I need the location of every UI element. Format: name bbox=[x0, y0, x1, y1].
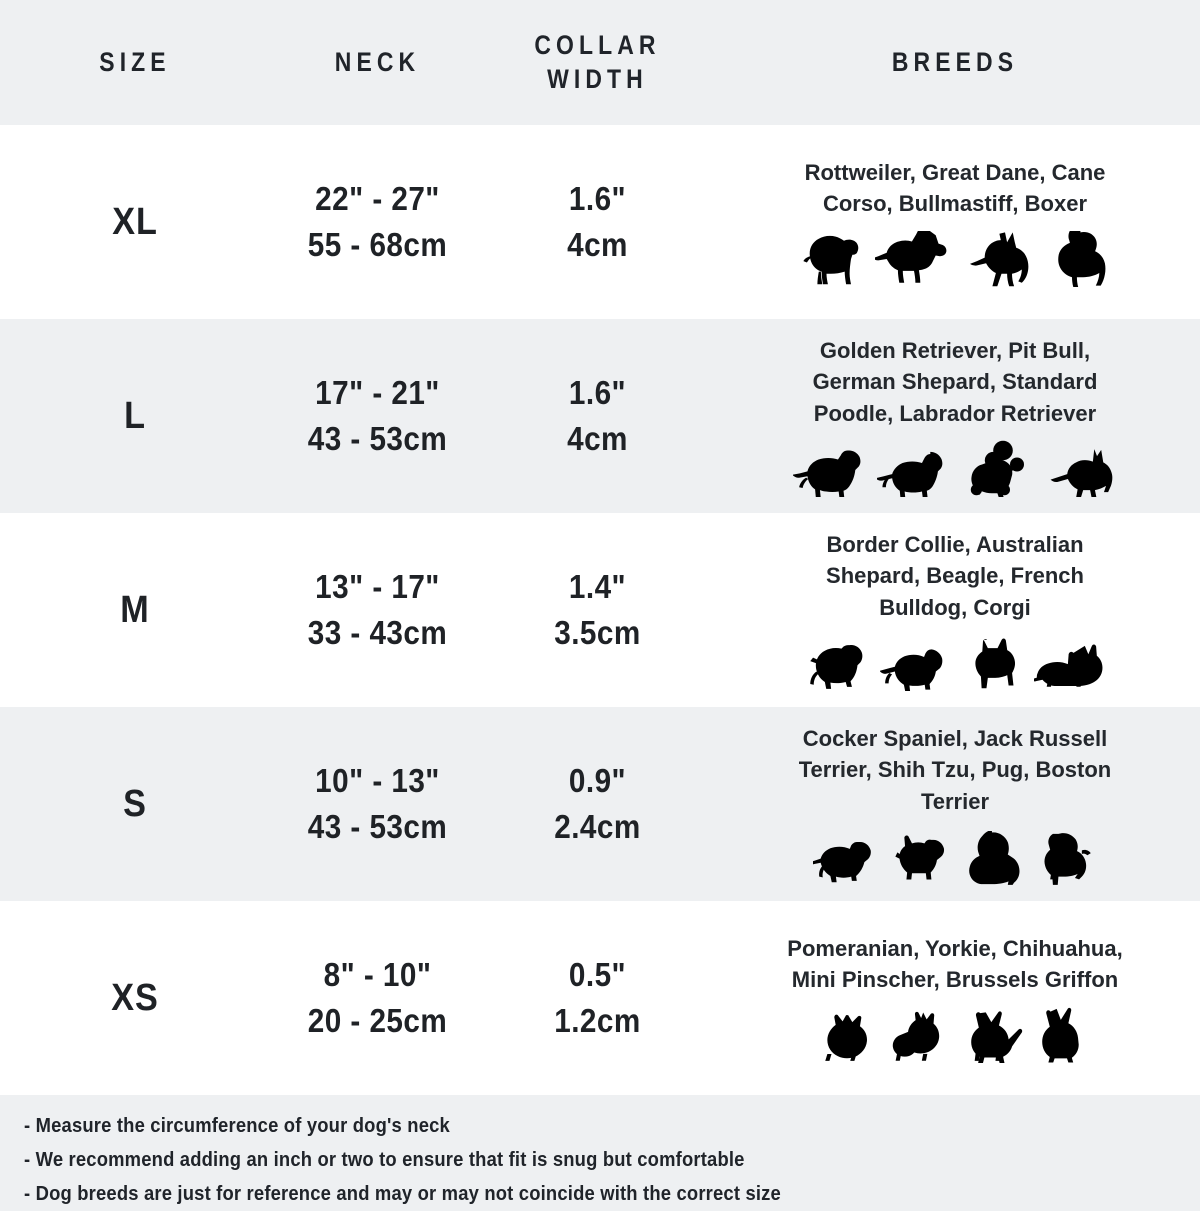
column-header-breeds: BREEDS bbox=[891, 46, 1019, 77]
neck-inches: 22" - 27" bbox=[315, 180, 440, 218]
beagle-icon bbox=[880, 649, 943, 691]
great-dane-icon bbox=[875, 231, 947, 284]
size-label: XL bbox=[112, 200, 158, 243]
breed-silhouettes bbox=[793, 437, 1117, 497]
neck-inches: 17" - 21" bbox=[315, 374, 440, 412]
column-header-size: SIZE bbox=[99, 46, 171, 77]
collar-width-measurement: 1.4" 3.5cm bbox=[496, 564, 699, 655]
size-label: S bbox=[123, 782, 147, 825]
neck-measurement: 10" - 13" 43 - 53cm bbox=[281, 758, 475, 849]
breeds-cell: Rottweiler, Great Dane, Cane Corso, Bull… bbox=[710, 157, 1200, 288]
yorkie-icon bbox=[892, 1012, 940, 1062]
breeds-list: Border Collie, Australian Shepard, Beagl… bbox=[826, 532, 1084, 620]
breed-silhouettes bbox=[813, 825, 1097, 885]
jack-russell-icon bbox=[895, 835, 945, 880]
breeds-list: Rottweiler, Great Dane, Cane Corso, Bull… bbox=[804, 159, 1106, 216]
german-shepherd-icon bbox=[1050, 449, 1113, 497]
table-row: XS 8" - 10" 20 - 25cm 0.5" 1.2cm Pomeran… bbox=[0, 901, 1200, 1095]
neck-inches: 13" - 17" bbox=[315, 568, 440, 606]
border-collie-icon bbox=[810, 644, 863, 689]
table-row: S 10" - 13" 43 - 53cm 0.9" 2.4cm Cocker … bbox=[0, 707, 1200, 901]
collar-cm: 2.4cm bbox=[554, 808, 641, 845]
footnote-item: - We recommend adding an inch or two to … bbox=[24, 1149, 745, 1171]
footnote-item: - Measure the circumference of your dog'… bbox=[24, 1115, 450, 1137]
breeds-cell: Golden Retriever, Pit Bull, German Shepa… bbox=[710, 335, 1200, 497]
corgi-icon bbox=[1034, 644, 1103, 687]
neck-measurement: 13" - 17" 33 - 43cm bbox=[281, 564, 475, 655]
table-row: M 13" - 17" 33 - 43cm 1.4" 3.5cm Border … bbox=[0, 513, 1200, 707]
neck-measurement: 22" - 27" 55 - 68cm bbox=[281, 176, 475, 267]
column-header-collar-width: COLLAR WIDTH bbox=[502, 29, 693, 97]
size-label: M bbox=[120, 588, 150, 631]
table-header-row: SIZE NECK COLLAR WIDTH BREEDS bbox=[0, 0, 1200, 125]
collar-width-line-1: COLLAR bbox=[534, 29, 661, 60]
collar-width-measurement: 0.5" 1.2cm bbox=[496, 952, 699, 1043]
labrador-icon bbox=[877, 451, 943, 497]
table-row: L 17" - 21" 43 - 53cm 1.6" 4cm Golden Re… bbox=[0, 319, 1200, 513]
collar-width-measurement: 1.6" 4cm bbox=[496, 176, 699, 267]
breeds-list: Cocker Spaniel, Jack Russell Terrier, Sh… bbox=[798, 726, 1112, 814]
neck-cm: 43 - 53cm bbox=[307, 420, 448, 457]
breeds-list: Pomeranian, Yorkie, Chihuahua, Mini Pins… bbox=[787, 935, 1123, 992]
collar-width-line-2: WIDTH bbox=[547, 63, 648, 94]
golden-retriever-icon bbox=[793, 450, 861, 497]
neck-measurement: 17" - 21" 43 - 53cm bbox=[281, 370, 475, 461]
collar-inches: 0.5" bbox=[568, 956, 627, 994]
size-label: XS bbox=[111, 976, 159, 1019]
collar-inches: 1.6" bbox=[568, 374, 627, 412]
neck-inches: 8" - 10" bbox=[323, 956, 432, 994]
breeds-list: Golden Retriever, Pit Bull, German Shepa… bbox=[812, 338, 1098, 426]
french-bulldog-icon bbox=[975, 638, 1016, 689]
collar-cm: 1.2cm bbox=[554, 1002, 641, 1039]
collar-width-measurement: 0.9" 2.4cm bbox=[496, 758, 699, 849]
pomeranian-icon bbox=[825, 1014, 867, 1062]
table-row: XL 22" - 27" 55 - 68cm 1.6" 4cm Rottweil… bbox=[0, 125, 1200, 319]
breeds-cell: Cocker Spaniel, Jack Russell Terrier, Sh… bbox=[710, 723, 1200, 885]
neck-cm: 43 - 53cm bbox=[307, 808, 448, 845]
neck-cm: 20 - 25cm bbox=[307, 1002, 448, 1039]
footnote-item: - Dog breeds are just for reference and … bbox=[24, 1183, 781, 1205]
cocker-spaniel-icon bbox=[813, 841, 871, 883]
chihuahua-icon bbox=[971, 1011, 1023, 1064]
collar-cm: 4cm bbox=[567, 420, 628, 457]
neck-cm: 55 - 68cm bbox=[307, 226, 448, 263]
poodle-icon bbox=[970, 440, 1024, 497]
column-header-neck: NECK bbox=[334, 46, 421, 77]
rottweiler-icon bbox=[803, 236, 859, 285]
neck-cm: 33 - 43cm bbox=[307, 614, 448, 651]
doberman-icon bbox=[970, 232, 1029, 287]
collar-inches: 1.4" bbox=[568, 568, 627, 606]
collar-inches: 1.6" bbox=[568, 180, 627, 218]
breed-silhouettes bbox=[812, 1003, 1098, 1064]
breed-silhouettes bbox=[795, 227, 1115, 288]
bullmastiff-icon bbox=[1058, 231, 1106, 288]
pug-icon bbox=[1044, 832, 1091, 885]
neck-inches: 10" - 13" bbox=[315, 762, 440, 800]
collar-cm: 3.5cm bbox=[554, 614, 641, 651]
neck-measurement: 8" - 10" 20 - 25cm bbox=[281, 952, 475, 1043]
collar-width-measurement: 1.6" 4cm bbox=[496, 370, 699, 461]
footnotes: - Measure the circumference of your dog'… bbox=[0, 1095, 1200, 1211]
breed-silhouettes bbox=[804, 631, 1106, 691]
collar-inches: 0.9" bbox=[568, 762, 627, 800]
breeds-cell: Pomeranian, Yorkie, Chihuahua, Mini Pins… bbox=[710, 933, 1200, 1064]
shih-tzu-icon bbox=[969, 830, 1020, 885]
mini-pinscher-icon bbox=[1042, 1008, 1079, 1063]
collar-cm: 4cm bbox=[567, 226, 628, 263]
breeds-cell: Border Collie, Australian Shepard, Beagl… bbox=[710, 529, 1200, 691]
size-label: L bbox=[124, 394, 146, 437]
